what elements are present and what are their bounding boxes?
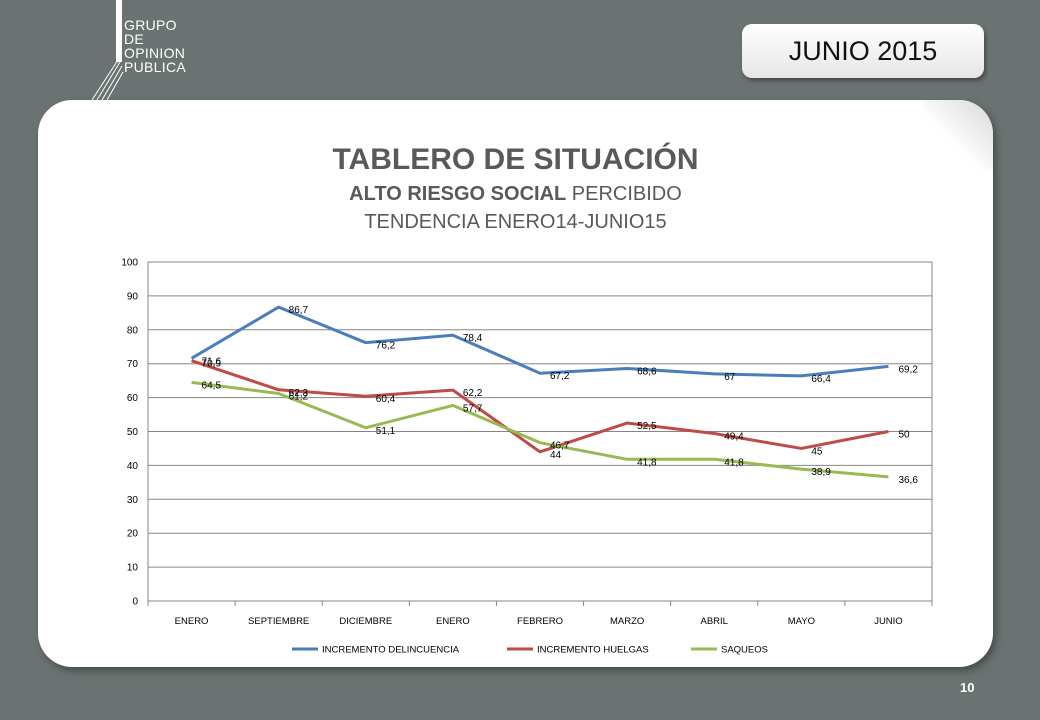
data-label: 46,7 [550, 441, 570, 452]
page-number: 10 [960, 680, 975, 695]
x-tick-label: MAYO [788, 616, 815, 627]
legend-label: INCREMENTO HUELGAS [537, 645, 649, 656]
slide-subtitle: ALTO RIESGO SOCIAL PERCIBIDO [38, 180, 993, 208]
x-tick-label: JUNIO [874, 616, 903, 627]
slide-title: TABLERO DE SITUACIÓN [332, 143, 699, 176]
data-label: 52,5 [637, 421, 657, 432]
logo-line: GRUPO [124, 17, 177, 33]
x-tick-label: ENERO [436, 616, 470, 627]
data-label: 67,2 [550, 371, 570, 382]
x-tick-label: ENERO [175, 616, 209, 627]
y-tick-label: 20 [127, 529, 139, 540]
data-label: 62,2 [463, 388, 483, 399]
y-tick-label: 60 [127, 393, 139, 404]
data-label: 70,9 [202, 359, 222, 370]
logo: GRUPO DE OPINION PUBLICA [88, 0, 228, 100]
data-label: 71,6 [202, 356, 222, 367]
x-tick-label: MARZO [610, 616, 644, 627]
data-label: 68,6 [637, 366, 657, 377]
logo-line: OPINION [124, 45, 186, 61]
x-tick-label: SEPTIEMBRE [248, 616, 309, 627]
logo-lines-icon [91, 59, 124, 100]
data-label: 62,3 [289, 388, 309, 399]
data-label: 41,8 [637, 457, 657, 468]
data-label: 36,6 [898, 475, 918, 486]
data-label: 78,4 [463, 333, 483, 344]
data-label: 49,4 [724, 432, 744, 443]
data-label: 50 [898, 430, 910, 441]
title-block: TABLERO DE SITUACIÓN ALTO RIESGO SOCIAL … [38, 142, 993, 236]
x-tick-label: FEBRERO [517, 616, 563, 627]
y-tick-label: 90 [127, 291, 139, 302]
data-label: 60,4 [376, 394, 396, 405]
subtitle-rest: PERCIBIDO [566, 183, 682, 205]
y-tick-label: 50 [127, 427, 139, 438]
y-tick-label: 40 [127, 461, 139, 472]
legend-label: SAQUEOS [721, 645, 768, 656]
page-curl [923, 100, 993, 170]
y-tick-label: 30 [127, 495, 139, 506]
data-label: 76,2 [376, 341, 396, 352]
data-label: 45 [811, 446, 823, 457]
slide-trend: TENDENCIA ENERO14-JUNIO15 [364, 211, 667, 233]
legend-label: INCREMENTO DELINCUENCIA [322, 645, 460, 656]
logo-line: DE [124, 31, 145, 47]
data-label: 86,7 [289, 305, 309, 316]
data-label: 44 [550, 450, 562, 461]
x-tick-label: DICIEMBRE [339, 616, 392, 627]
y-tick-label: 70 [127, 359, 139, 370]
data-label: 41,8 [724, 457, 744, 468]
x-tick-label: ABRIL [700, 616, 727, 627]
data-label: 67 [724, 372, 736, 383]
series-line [191, 380, 889, 479]
logo-bar [116, 0, 122, 62]
y-tick-label: 0 [132, 597, 138, 608]
data-label: 61,2 [289, 392, 309, 403]
subtitle-bold: ALTO RIESGO SOCIAL [349, 183, 567, 205]
data-label: 57,7 [463, 403, 483, 414]
date-badge: JUNIO 2015 [742, 24, 984, 78]
y-tick-label: 10 [127, 563, 139, 574]
series-line [190, 305, 889, 378]
y-tick-label: 100 [121, 258, 138, 269]
series-line [191, 359, 889, 454]
data-label: 69,2 [898, 364, 918, 375]
logo-line: PUBLICA [124, 59, 187, 75]
data-label: 38,9 [811, 467, 831, 478]
logo-text: GRUPO DE OPINION PUBLICA [124, 18, 186, 74]
data-label: 66,4 [811, 374, 831, 385]
y-tick-label: 80 [127, 325, 139, 336]
data-label: 64,5 [202, 380, 222, 391]
data-label: 51,1 [376, 426, 396, 437]
